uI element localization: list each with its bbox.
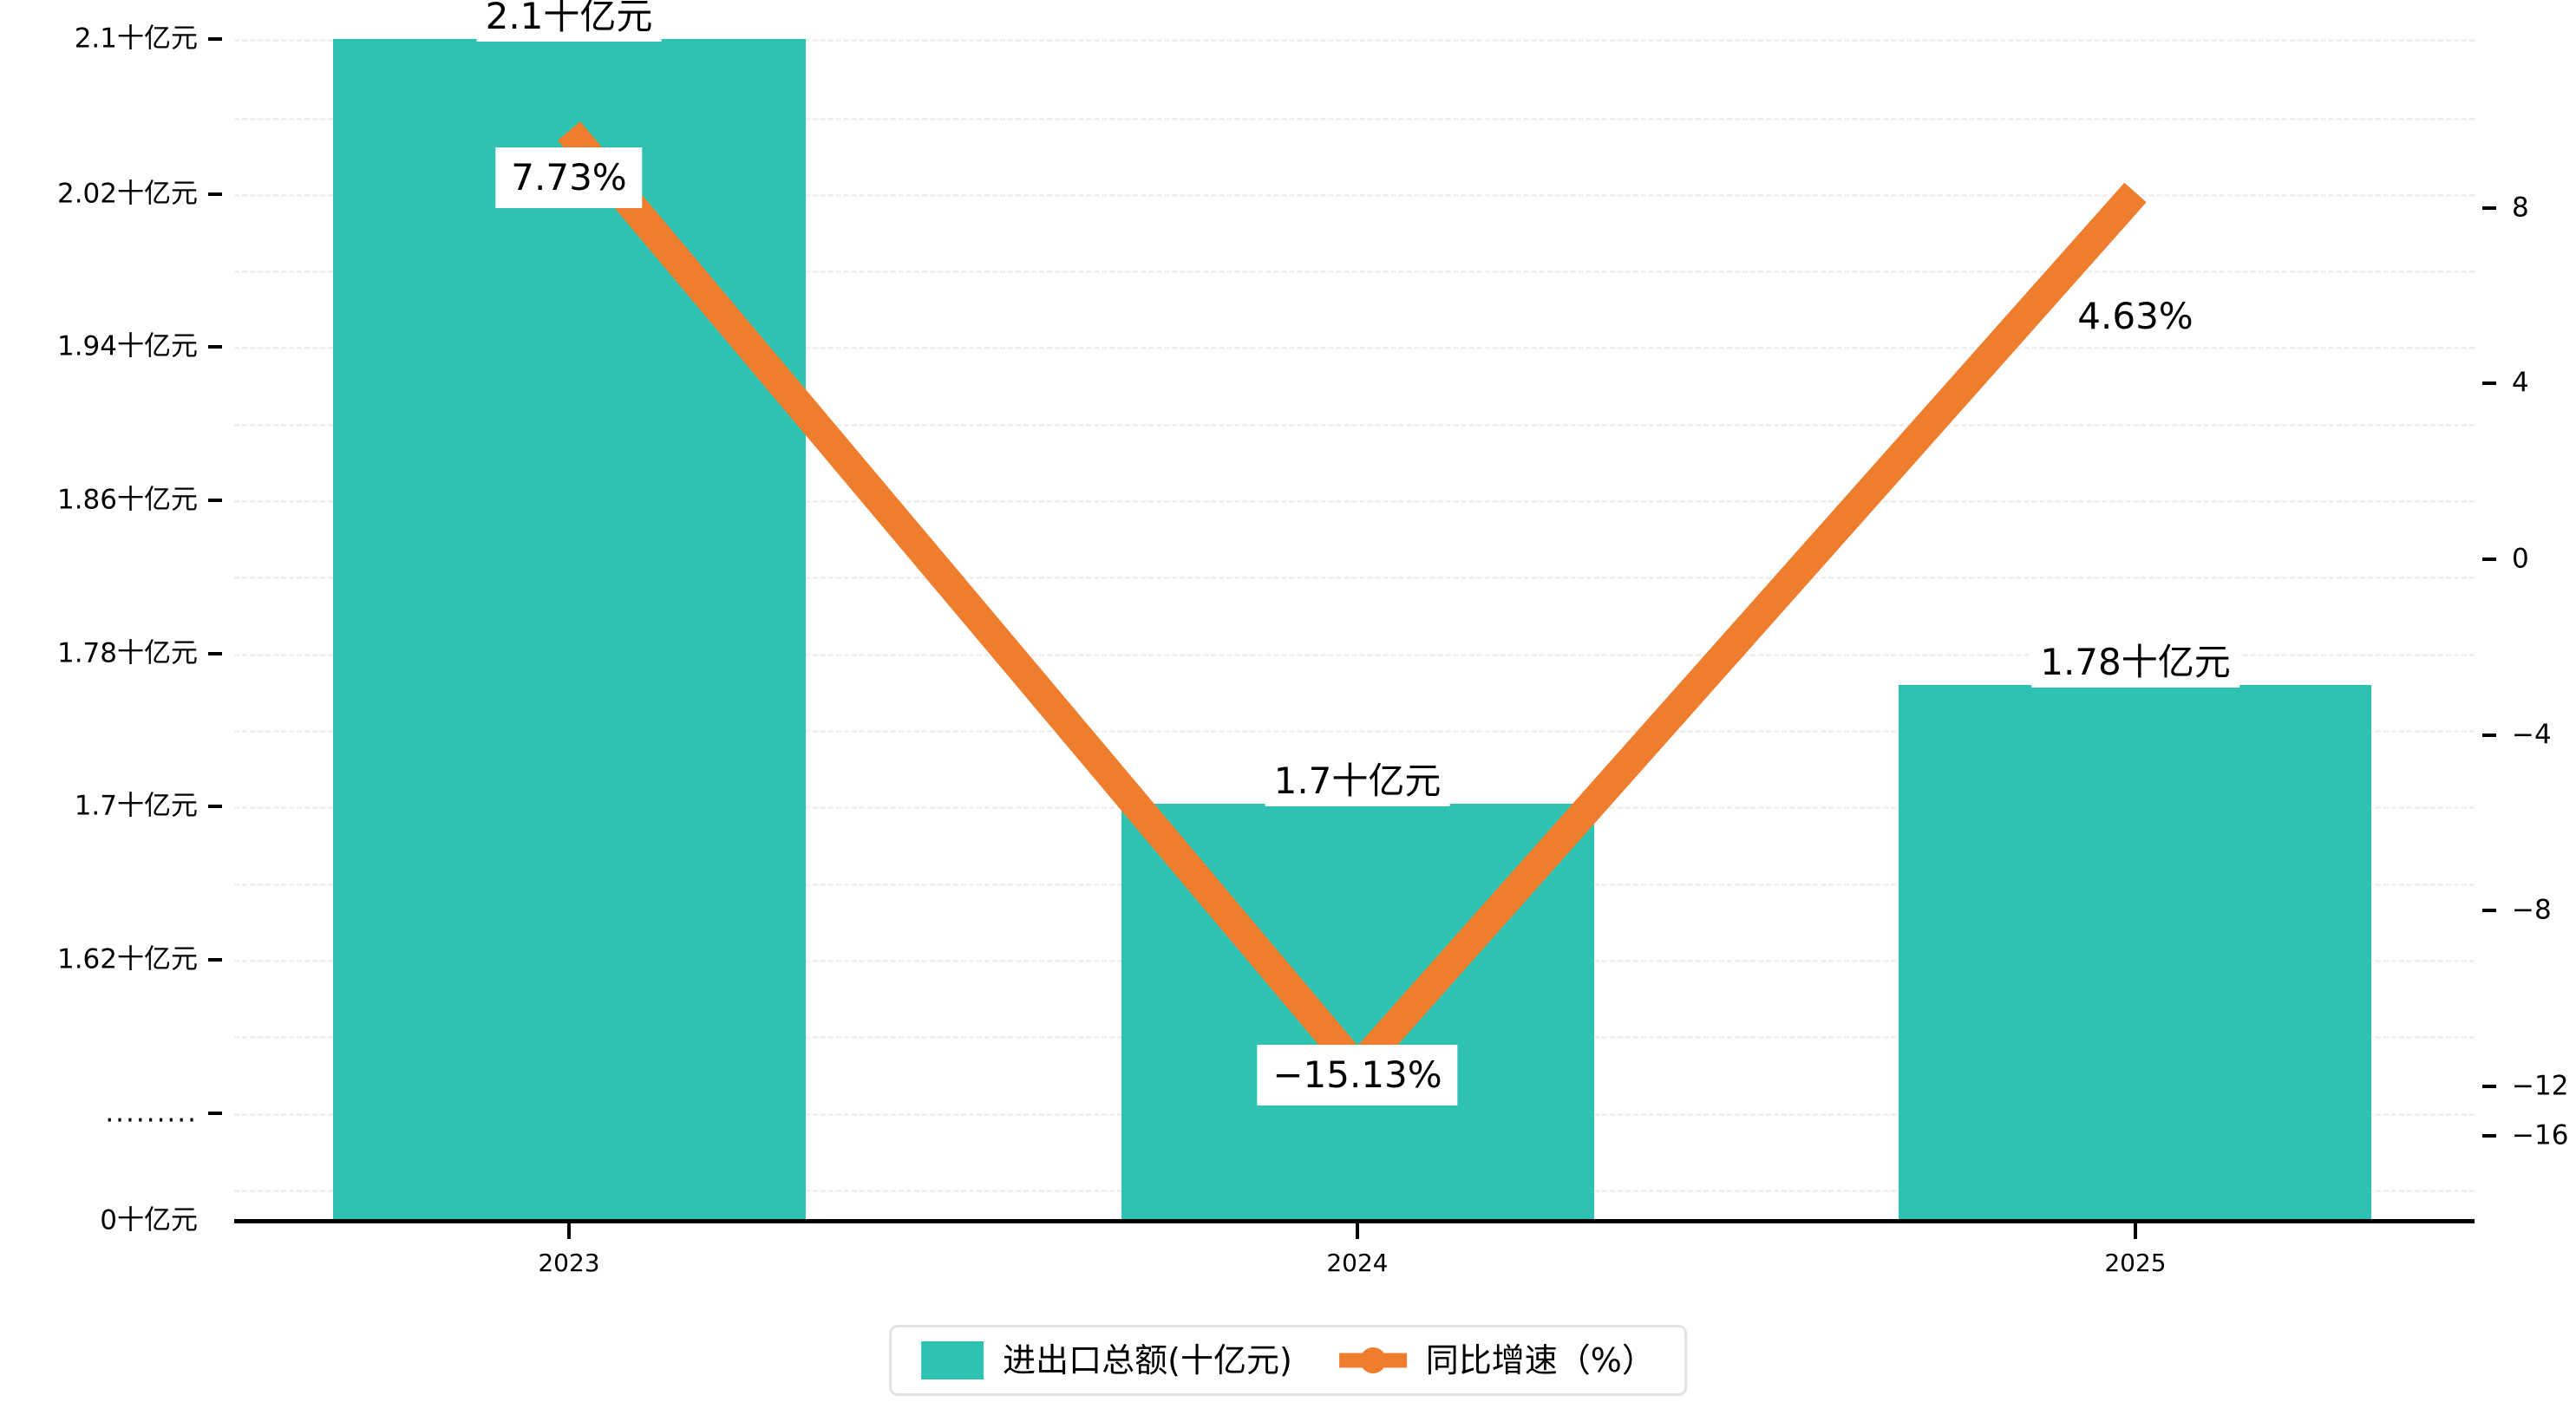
x-axis-tickmark <box>2134 1223 2137 1239</box>
y-right-tick-label: −12 <box>2512 1070 2569 1102</box>
y-left-tickmark <box>208 958 222 962</box>
y-left-tick-label-ellipsis: ......... <box>105 1097 198 1129</box>
y-left-tickmark <box>208 652 222 655</box>
legend-swatch-bar-icon <box>921 1341 984 1379</box>
legend-label-line-series: 同比增速（%） <box>1425 1341 1655 1379</box>
y-right-tick-label: −16 <box>2512 1119 2569 1151</box>
legend-item-bar-series[interactable]: 进出口总额(十亿元) <box>921 1341 1292 1379</box>
y-left-tick-label: 1.7十亿元 <box>74 790 198 822</box>
gridline <box>234 39 2475 42</box>
y-left-tick-label: 1.94十亿元 <box>56 330 198 362</box>
y-left-tick-label: 2.1十亿元 <box>74 23 198 55</box>
y-left-tick-label: 2.02十亿元 <box>56 178 198 210</box>
line-value-label-2023: 7.73% <box>495 147 643 208</box>
x-axis-tick-label-2024: 2024 <box>1326 1249 1389 1277</box>
bar-2024[interactable] <box>1121 804 1594 1221</box>
y-right-tickmark <box>2482 909 2496 912</box>
y-left-tickmark <box>208 499 222 502</box>
gridline <box>234 118 2475 121</box>
y-left-tickmark <box>208 1112 222 1115</box>
bar-2023[interactable] <box>333 39 806 1221</box>
bar-value-label-2023: 2.1十亿元 <box>476 0 662 42</box>
y-right-tickmark <box>2482 734 2496 737</box>
y-left-tickmark <box>208 192 222 196</box>
y-right-tickmark <box>2482 206 2496 210</box>
y-left-tickmark <box>208 345 222 349</box>
x-axis-tick-label-2023: 2023 <box>538 1249 600 1277</box>
line-value-label-2025: 4.63% <box>2077 295 2194 337</box>
y-right-tick-label: −8 <box>2512 894 2552 926</box>
y-right-tickmark <box>2482 1085 2496 1088</box>
legend-label-bar-series: 进出口总额(十亿元) <box>1003 1341 1292 1379</box>
y-right-tick-label: 8 <box>2512 192 2529 224</box>
y-right-tickmark <box>2482 1134 2496 1138</box>
line-value-label-2024: −15.13% <box>1257 1045 1458 1105</box>
y-left-tickmark <box>208 805 222 808</box>
y-right-tick-label: 0 <box>2512 543 2529 575</box>
y-left-tick-label-zero: 0十亿元 <box>100 1204 198 1236</box>
y-left-tick-label: 1.62十亿元 <box>56 943 198 975</box>
x-axis-tickmark <box>567 1223 571 1239</box>
x-axis-line <box>234 1219 2475 1223</box>
x-axis-tickmark <box>1356 1223 1359 1239</box>
x-axis-tick-label-2025: 2025 <box>2104 1249 2167 1277</box>
bar-value-label-2024: 1.7十亿元 <box>1265 760 1450 806</box>
bar-value-label-2025: 1.78十亿元 <box>2031 642 2239 688</box>
y-left-tick-label: 1.86十亿元 <box>56 484 198 516</box>
chart-legend: 进出口总额(十亿元) 同比增速（%） <box>889 1325 1687 1396</box>
y-right-tickmark <box>2482 558 2496 561</box>
bar-2025[interactable] <box>1899 685 2371 1221</box>
y-left-tickmark <box>208 37 222 41</box>
y-right-tick-label: −4 <box>2512 719 2552 751</box>
y-right-tickmark <box>2482 381 2496 385</box>
y-left-tick-label: 1.78十亿元 <box>56 637 198 669</box>
legend-swatch-line-icon <box>1338 1341 1407 1379</box>
legend-item-line-series[interactable]: 同比增速（%） <box>1338 1341 1655 1379</box>
y-right-tick-label: 4 <box>2512 367 2529 399</box>
